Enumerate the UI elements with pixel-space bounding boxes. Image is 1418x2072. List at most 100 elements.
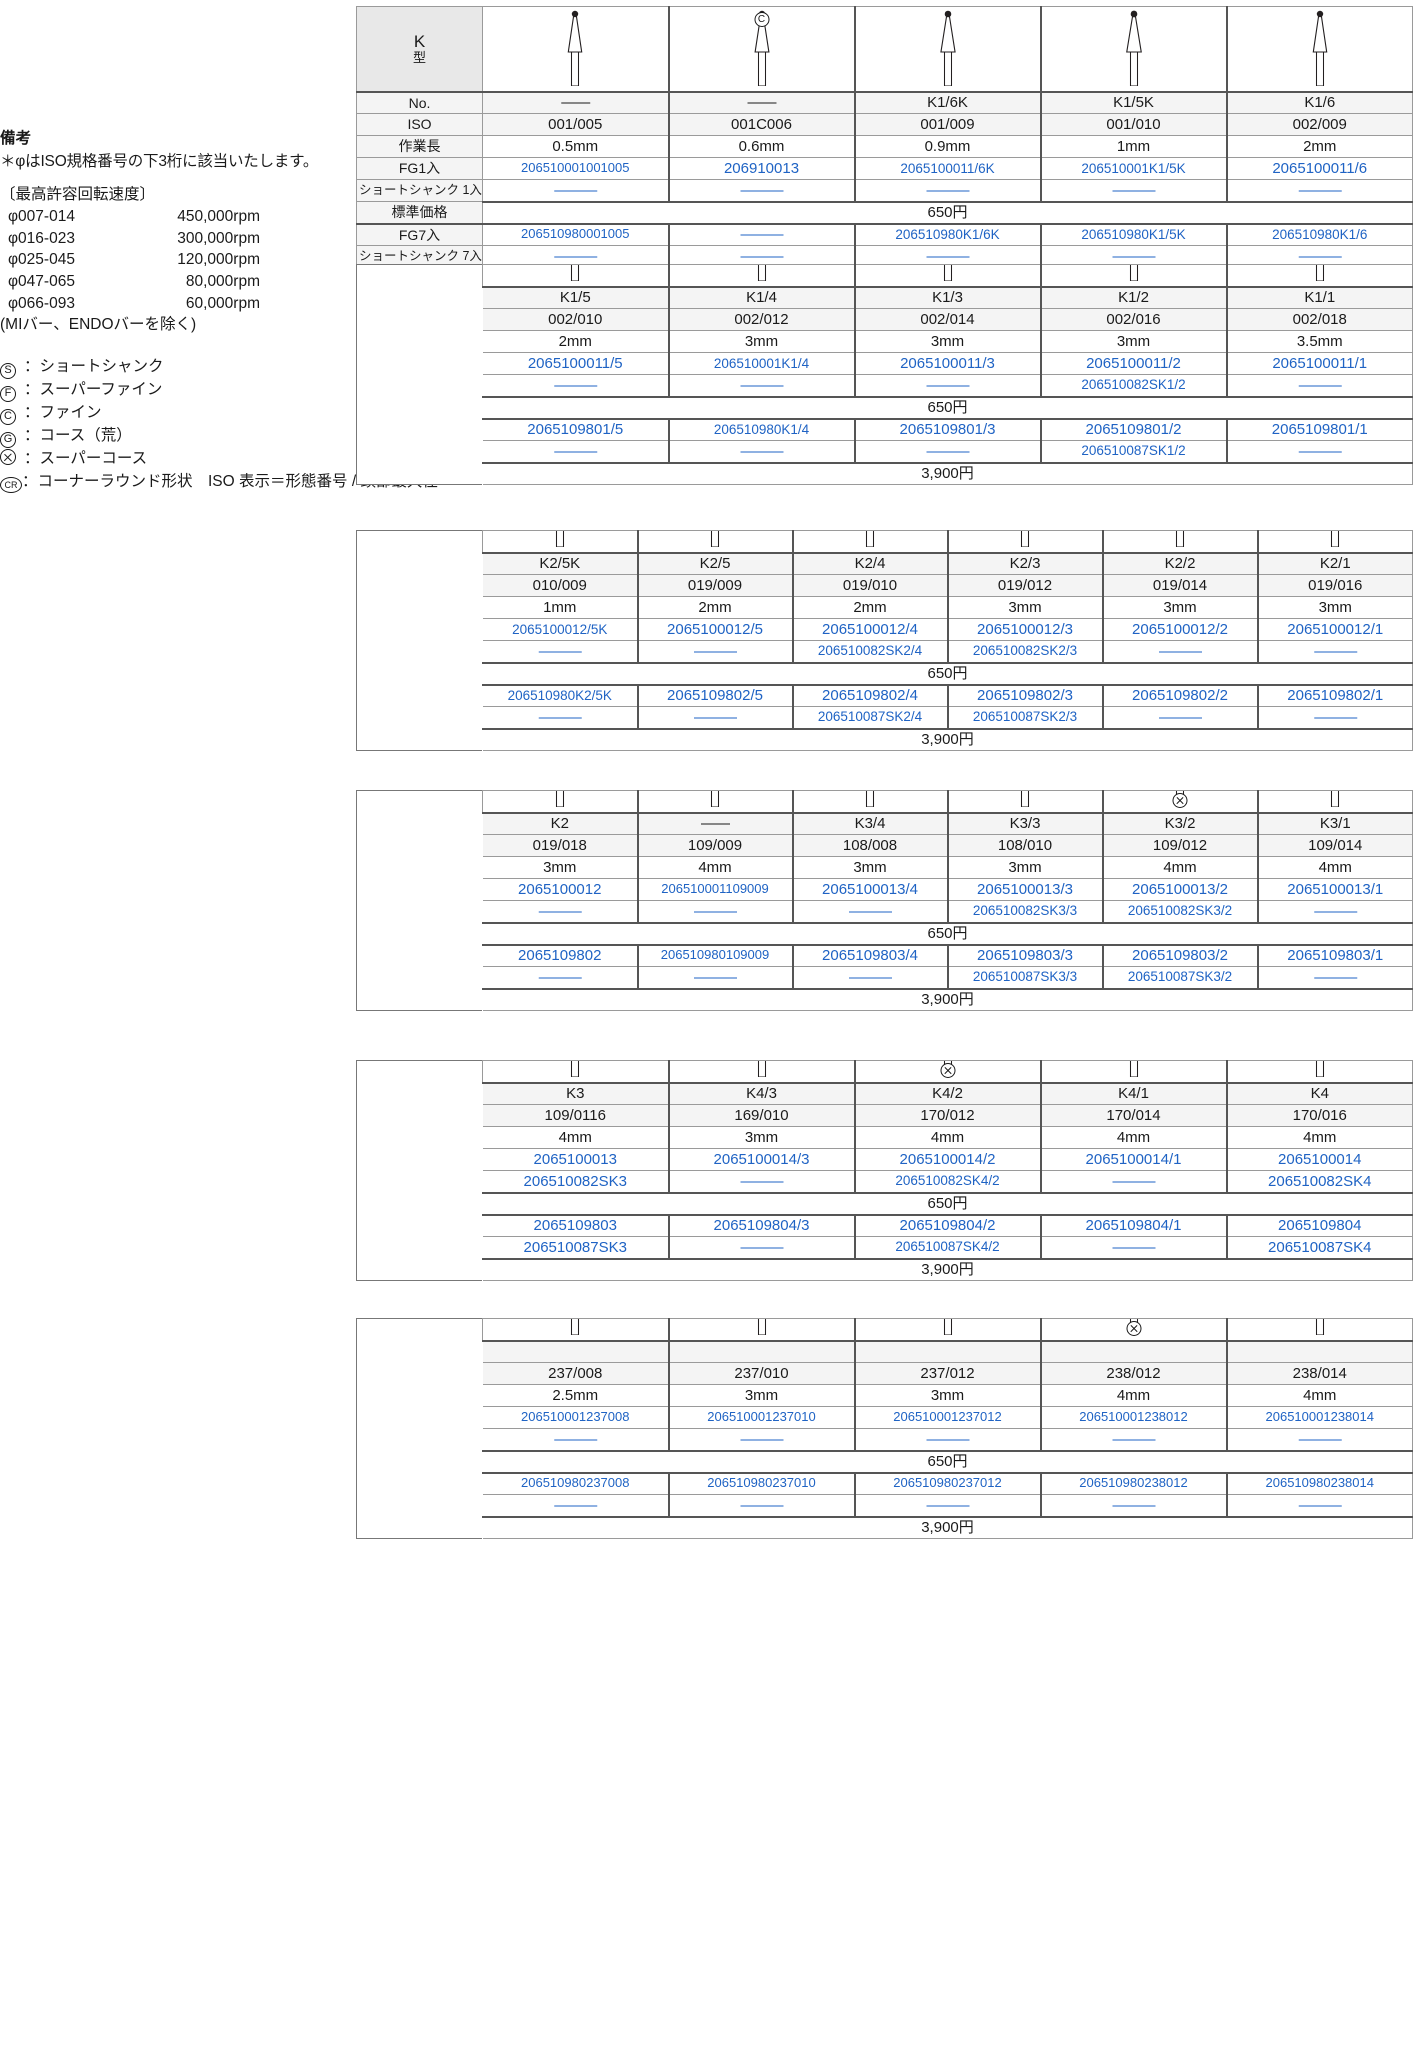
row-price7: 3,900円 xyxy=(357,727,1413,751)
bur-shape-bullet-icon xyxy=(925,1319,971,1340)
speed-diameter: φ016-023 xyxy=(8,229,75,247)
price-seven-pack: 3,900円 xyxy=(482,1257,1413,1281)
bur-illustration xyxy=(1225,1318,1413,1341)
bur-illustration xyxy=(1225,1060,1413,1083)
cell-fg7: 2065109801/2 xyxy=(1039,417,1227,441)
cell-iso: 002/016 xyxy=(1039,308,1227,331)
cell-work_len: 0.9mm xyxy=(853,135,1041,158)
row-label-price1: 標準価格 xyxy=(356,201,483,224)
bur-image-row: CRS S S xyxy=(356,1060,1413,1083)
bur-table-6: 237/008 237/010 237/012 238/012 238/014 2.5mm… xyxy=(356,1318,1413,1539)
row-fg7: 206510980237008 206510980237010 2065109802… xyxy=(357,1471,1413,1495)
cell-short7: ——— xyxy=(1225,440,1413,463)
cell-work_len: 3mm xyxy=(853,1384,1041,1407)
speed-rpm: 300,000rpm xyxy=(177,229,260,247)
price-single-pack: 650円 xyxy=(482,395,1413,419)
bur-shape-flat-cyl-icon xyxy=(692,791,738,812)
cell-fg1: 2065100013 xyxy=(482,1148,669,1171)
row-fg1: 2065100012 206510001109009 2065100013/4 206… xyxy=(357,878,1413,901)
cell-fg7: 2065109802/5 xyxy=(636,683,793,707)
cell-no: K3/1 xyxy=(1256,811,1413,835)
cell-short7: ——— xyxy=(853,440,1041,463)
bur-illustration xyxy=(636,530,793,553)
spacer-cell xyxy=(357,1451,483,1473)
spacer-cell xyxy=(356,790,483,813)
cell-work_len: 3mm xyxy=(1101,596,1258,619)
cell-short7: 206510087SK2/4 xyxy=(791,706,948,729)
row-fg1: 2065100011/5 206510001K1/4 2065100011/3 206… xyxy=(357,352,1413,375)
cell-fg1: 2065100012/5 xyxy=(636,618,793,641)
cell-fg7: 206510980K1/4 xyxy=(667,417,855,441)
spacer-cell xyxy=(357,287,483,309)
bur-table-5: CRS S S K3K4/3K4/2K4/1K4109/0116169/0101… xyxy=(356,1060,1413,1281)
cell-work_len: 3mm xyxy=(946,856,1103,879)
legend-item-coarse: G ：コース（荒） xyxy=(0,425,352,449)
cell-no xyxy=(1039,1339,1227,1363)
bur-shape-cone-icon xyxy=(537,531,583,552)
cell-fg7: 2065109803 xyxy=(482,1213,669,1237)
cell-short1: ——— xyxy=(482,900,638,923)
cell-short7: ——— xyxy=(482,966,638,989)
spacer-cell xyxy=(356,530,483,553)
cell-fg1: 2065100011/6K xyxy=(853,157,1041,180)
cell-iso: 002/018 xyxy=(1225,308,1413,331)
cell-short1: ——— xyxy=(853,179,1041,202)
remarks-panel: 備考 ＊φはISO規格番号の下3桁に該当いたします。 〔最高許容回転速度〕 φ0… xyxy=(0,128,438,493)
spacer-cell xyxy=(357,835,483,857)
cell-no: K1/1 xyxy=(1225,285,1413,309)
cell-no: K2/5K xyxy=(482,551,638,575)
bur-shape-bullet-icon xyxy=(552,1319,598,1340)
cell-iso: 001/005 xyxy=(482,113,669,136)
row-fg7: FG7入 206510980001005 ——— 206510980K1/6K 2065… xyxy=(356,222,1413,246)
bur-shape-cone-icon xyxy=(847,531,893,552)
speed-rpm: 120,000rpm xyxy=(177,251,260,269)
cell-iso: 237/008 xyxy=(482,1362,669,1385)
cell-fg7: 2065109803/2 xyxy=(1101,943,1258,967)
cell-fg1: 2065100013/4 xyxy=(791,878,948,901)
cell-short7: ——— xyxy=(482,1494,669,1517)
cell-work_len: 4mm xyxy=(1225,1384,1413,1407)
cell-fg7: 2065109804/1 xyxy=(1039,1213,1227,1237)
cell-no: K2/1 xyxy=(1256,551,1413,575)
super-coarse-badge-icon xyxy=(1126,1321,1141,1340)
corner-round-icon: CR xyxy=(0,471,22,493)
cell-work_len: 4mm xyxy=(1039,1384,1227,1407)
bur-illustration xyxy=(482,264,669,287)
cell-short7: 206510087SK2/3 xyxy=(946,706,1103,729)
cell-no: K1/4 xyxy=(667,285,855,309)
cell-short7: ——— xyxy=(636,706,793,729)
cell-fg7: 2065109804/2 xyxy=(853,1213,1041,1237)
spacer-cell xyxy=(357,1385,483,1407)
spacer-cell xyxy=(357,901,483,923)
bur-illustration xyxy=(1225,6,1413,92)
cell-short1: ——— xyxy=(667,179,855,202)
bur-illustration: S xyxy=(1039,1060,1227,1083)
cell-fg1: 206510001001005 xyxy=(482,157,669,180)
cell-no: K3/3 xyxy=(946,811,1103,835)
table-k-5: CRS S S K3K4/3K4/2K4/1K4109/0116169/0101… xyxy=(356,1060,1413,1281)
spacer-cell xyxy=(357,1083,483,1105)
spacer-cell xyxy=(357,707,483,729)
cell-work_len: 3mm xyxy=(667,330,855,353)
legend-item-corner-round: CR ：コーナーラウンド形状 ISO 表示＝形態番号 / 頭部最大径 xyxy=(0,471,438,493)
symbol-legend: S ：ショートシャンク F ：スーパーファイン C ：ファイン G ：コース（荒） ：スーパーコ… xyxy=(0,356,438,493)
cell-iso: 170/016 xyxy=(1225,1104,1413,1127)
cell-short7: 206510087SK4/2 xyxy=(853,1236,1041,1259)
bur-shape-needle-icon xyxy=(1111,1061,1157,1082)
cell-fg1: 206510001238014 xyxy=(1225,1406,1413,1429)
bur-illustration xyxy=(667,1318,855,1341)
cell-fg7: 206510980237008 xyxy=(482,1471,669,1495)
cell-fg7: 206510980K1/5K xyxy=(1039,222,1227,246)
bur-table-2: S S K1/5K1/4K1/3K1/2K1/1002/010002/01200… xyxy=(356,264,1413,485)
spacer-cell xyxy=(357,923,483,945)
row-price1: 650円 xyxy=(357,661,1413,685)
cell-short7: ——— xyxy=(1256,706,1413,729)
table-k-2: S S K1/5K1/4K1/3K1/2K1/1002/010002/01200… xyxy=(356,264,1413,485)
cell-fg7: 2065109802 xyxy=(482,943,638,967)
row-no: K1/5 K1/4 K1/3 K1/2 K1/1 xyxy=(357,285,1413,309)
cell-no: —— xyxy=(482,90,669,114)
short-shank-icon: S xyxy=(0,356,24,380)
cell-no: K1/6 xyxy=(1225,90,1413,114)
cell-fg7: 206510980K2/5K xyxy=(482,683,638,707)
bur-shape-bullet-icon xyxy=(1297,1319,1343,1340)
